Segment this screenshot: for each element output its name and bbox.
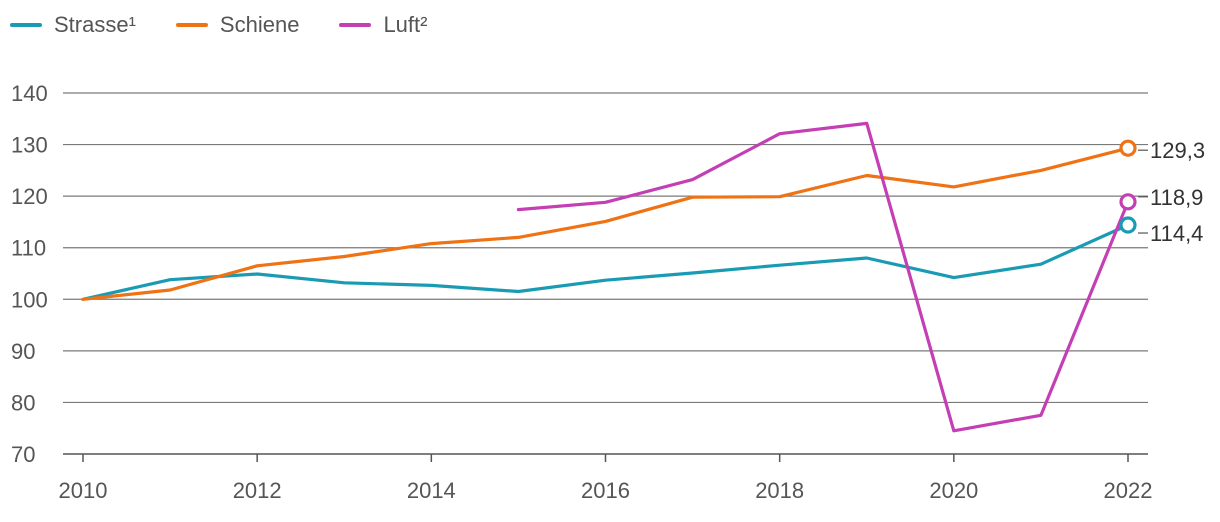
end-label-0: 114,4 <box>1150 221 1203 246</box>
legend: Strasse¹ Schiene Luft² <box>10 12 467 38</box>
x-tick-label: 2018 <box>755 478 804 503</box>
x-tick-label: 2010 <box>59 478 108 503</box>
y-tick-label: 100 <box>11 287 48 312</box>
grid-layer <box>63 92 1148 455</box>
x-tick-label: 2012 <box>233 478 282 503</box>
x-tick-label: 2016 <box>581 478 630 503</box>
end-marker-0 <box>1119 216 1137 234</box>
series-line-2 <box>516 121 1130 433</box>
y-tick-label: 120 <box>11 184 48 209</box>
end-label-2: 118,9 <box>1150 185 1203 210</box>
series-line-0 <box>81 223 1130 301</box>
x-tick-label: 2020 <box>929 478 978 503</box>
end-marker-1 <box>1119 139 1137 157</box>
legend-swatch-strasse <box>10 23 42 27</box>
end-label-1: 129,3 <box>1150 138 1205 163</box>
y-tick-label: 110 <box>11 236 46 261</box>
legend-item-strasse: Strasse¹ <box>10 12 136 38</box>
legend-label-strasse: Strasse¹ <box>54 12 136 37</box>
y-tick-label: 80 <box>11 390 35 415</box>
y-tick-label: 90 <box>11 339 35 364</box>
legend-swatch-luft <box>339 23 372 27</box>
axis-layer: 70 80 90 100 110 120 130 140 2010 2012 2014 2016 201… <box>11 81 1152 503</box>
series-layer <box>81 121 1130 433</box>
legend-swatch-schiene <box>175 23 208 27</box>
end-label-layer: 114,4 129,3 118,9 <box>1119 138 1205 246</box>
legend-item-luft: Luft² <box>339 12 427 38</box>
legend-label-luft: Luft² <box>383 12 428 37</box>
legend-label-schiene: Schiene <box>219 12 300 37</box>
y-tick-label: 130 <box>11 133 48 158</box>
y-tick-label: 140 <box>11 81 48 106</box>
series-line-1 <box>81 146 1130 301</box>
end-marker-2 <box>1119 193 1137 211</box>
x-tick-label: 2022 <box>1104 478 1153 503</box>
x-tick-label: 2014 <box>407 478 456 503</box>
legend-item-schiene: Schiene <box>175 12 300 38</box>
y-tick-label: 70 <box>11 442 35 467</box>
